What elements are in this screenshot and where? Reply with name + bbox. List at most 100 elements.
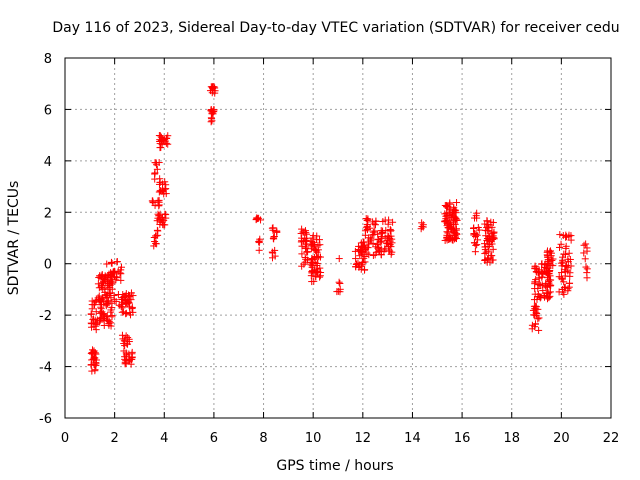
data-point — [129, 292, 137, 300]
data-point — [473, 209, 481, 217]
chart-title: Day 116 of 2023, Sidereal Day-to-day VTE… — [52, 20, 619, 36]
data-point — [110, 296, 118, 304]
data-point — [297, 229, 305, 237]
y-tick-label: -2 — [39, 309, 52, 324]
data-point — [109, 278, 117, 286]
x-axis-label: GPS time / hours — [276, 458, 393, 474]
data-point — [361, 266, 369, 274]
data-point — [374, 244, 382, 252]
x-tick-label: 16 — [454, 431, 471, 446]
data-point — [365, 251, 373, 259]
data-point — [549, 255, 557, 263]
data-point — [308, 256, 316, 264]
data-point — [546, 248, 554, 256]
data-point — [108, 258, 116, 266]
data-point — [535, 314, 543, 322]
data-point — [384, 220, 392, 228]
data-point — [129, 308, 137, 316]
data-point — [153, 165, 161, 173]
data-point — [545, 269, 553, 277]
grid-lines — [65, 58, 611, 418]
y-tick-label: 0 — [44, 258, 52, 273]
data-point — [367, 236, 375, 244]
data-point — [155, 188, 163, 196]
data-point — [363, 217, 371, 225]
data-point — [365, 240, 373, 248]
data-point — [378, 230, 386, 238]
x-tick-label: 18 — [503, 431, 520, 446]
data-point — [546, 288, 554, 296]
data-point — [484, 242, 492, 250]
data-point — [369, 218, 377, 226]
data-point — [556, 231, 564, 239]
data-point — [448, 236, 456, 244]
data-point — [99, 314, 107, 322]
data-point — [560, 250, 568, 258]
data-point — [98, 294, 106, 302]
x-tick-label: 8 — [259, 431, 267, 446]
data-point — [117, 276, 125, 284]
data-point — [559, 253, 567, 261]
data-point — [153, 217, 161, 225]
data-point — [312, 273, 320, 281]
data-point — [352, 255, 360, 263]
data-point — [307, 272, 315, 280]
data-point — [444, 224, 452, 232]
data-point — [312, 246, 320, 254]
data-point — [544, 295, 552, 303]
data-point — [488, 252, 496, 260]
data-point — [100, 321, 108, 329]
data-point — [91, 349, 99, 357]
data-point — [531, 320, 539, 328]
data-point — [113, 274, 121, 282]
x-tick-label: 10 — [305, 431, 322, 446]
x-tick-label: 22 — [603, 431, 620, 446]
data-point — [555, 288, 563, 296]
data-point — [119, 298, 127, 306]
data-point — [102, 300, 110, 308]
data-point — [442, 201, 450, 209]
data-point — [308, 263, 316, 271]
data-point — [558, 262, 566, 270]
data-point — [156, 178, 164, 186]
data-point — [354, 259, 362, 267]
data-point — [376, 238, 384, 246]
data-point — [303, 248, 311, 256]
data-point — [490, 228, 498, 236]
data-point — [489, 245, 497, 253]
data-point — [382, 239, 390, 247]
data-point — [566, 269, 574, 277]
data-point — [475, 226, 483, 234]
data-point — [298, 262, 306, 270]
data-point — [362, 245, 370, 253]
y-tick-labels: -6 -4 -2 0 2 4 6 8 — [39, 52, 52, 427]
data-point — [531, 290, 539, 298]
x-tick-label: 0 — [61, 431, 69, 446]
data-point — [563, 233, 571, 241]
data-point — [121, 358, 129, 366]
data-point — [255, 238, 263, 246]
data-point — [96, 272, 104, 280]
data-point — [481, 257, 489, 265]
data-point — [485, 247, 493, 255]
data-point — [302, 236, 310, 244]
data-point — [103, 276, 111, 284]
data-point — [269, 249, 277, 257]
data-point — [545, 294, 553, 302]
data-point — [96, 318, 104, 326]
data-point — [534, 315, 542, 323]
data-point — [155, 198, 163, 206]
data-point — [537, 293, 545, 301]
data-point — [443, 228, 451, 236]
data-point — [103, 260, 111, 268]
data-point — [157, 143, 165, 151]
y-axis-label: SDTVAR / TECUs — [6, 181, 22, 296]
data-point — [450, 207, 458, 215]
data-point — [162, 181, 170, 189]
data-point — [582, 263, 590, 271]
data-point — [357, 239, 365, 247]
y-tick-label: 2 — [44, 206, 52, 221]
plot-frame — [64, 57, 612, 419]
data-point — [562, 231, 570, 239]
data-point — [108, 259, 116, 267]
